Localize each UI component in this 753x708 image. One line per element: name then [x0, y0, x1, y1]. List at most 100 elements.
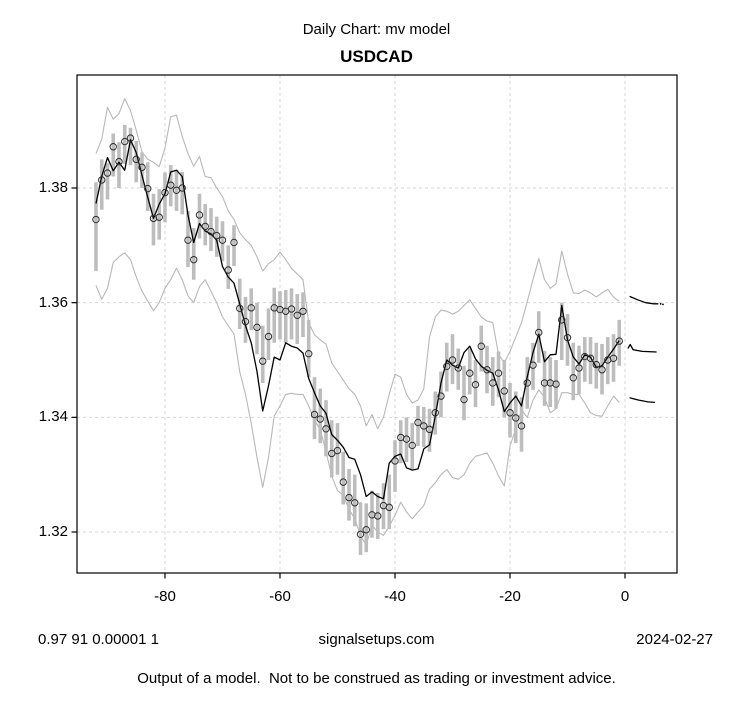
observed-point: [241, 317, 250, 326]
observed-point: [293, 311, 301, 319]
observed-point: [339, 478, 347, 486]
observed-point: [362, 526, 370, 534]
chart-title: Daily Chart: mv model: [302, 21, 451, 38]
observed-point: [253, 323, 261, 332]
observed-point: [98, 176, 106, 184]
observed-point: [103, 169, 112, 177]
y-axis-tick-label: 1.38: [38, 179, 68, 196]
forecast-mean-dash: [627, 343, 657, 353]
observed-point: [161, 188, 169, 197]
forecast-upper-dash: [629, 295, 659, 305]
observed-point: [563, 333, 572, 342]
observed-point: [121, 137, 129, 146]
observed-point: [489, 379, 497, 387]
observed-point: [316, 415, 324, 423]
observed-point: [425, 425, 434, 434]
observed-point: [333, 446, 342, 455]
observed-point: [230, 238, 238, 247]
observed-point: [477, 342, 485, 350]
observed-point: [287, 305, 296, 313]
observed-point: [535, 328, 543, 337]
observed-point: [322, 425, 330, 433]
observed-point: [259, 357, 267, 365]
x-axis-tick-label: -80: [154, 588, 176, 605]
x-axis-tick-label: -40: [384, 588, 406, 605]
observed-point: [592, 360, 600, 369]
observed-point: [609, 354, 618, 362]
observed-point: [523, 379, 531, 387]
observed-point: [483, 366, 491, 374]
observed-point: [586, 354, 595, 362]
observed-point: [190, 255, 198, 264]
y-axis-tick-label: 1.34: [38, 408, 68, 426]
observed-point: [109, 143, 117, 151]
observed-point: [374, 512, 382, 520]
observed-point: [310, 410, 319, 419]
observed-point: [443, 362, 451, 371]
observed-point: [305, 349, 313, 358]
forecast-lines: [627, 295, 664, 404]
observed-point: [414, 418, 422, 427]
observed-point: [517, 422, 526, 430]
observed-point: [138, 163, 146, 172]
observed-point: [144, 184, 152, 193]
observed-point: [236, 304, 244, 313]
observed-point: [448, 356, 457, 364]
observed-point: [132, 155, 140, 164]
observed-point: [460, 395, 468, 404]
date-text: 2024-02-27: [636, 631, 713, 648]
observed-point: [385, 503, 393, 512]
forecast-lower-dash: [629, 397, 655, 404]
observed-point: [155, 213, 163, 221]
observed-point: [500, 387, 508, 395]
upper-band-line: [95, 98, 620, 430]
observed-point: [575, 364, 583, 372]
observed-point: [529, 361, 537, 369]
observed-point: [558, 316, 566, 324]
observed-point: [201, 222, 209, 231]
observed-point: [391, 457, 399, 465]
observed-point: [247, 304, 255, 312]
lower-band-line: [95, 252, 620, 546]
observed-point: [345, 493, 353, 502]
observed-point: [506, 409, 514, 417]
observed-point: [431, 409, 439, 417]
observed-point: [552, 380, 560, 388]
observed-point: [328, 449, 336, 458]
y-axis-tick-label: 1.32: [38, 523, 68, 540]
model-parameters-text: 0.97 91 0.00001 1: [38, 631, 159, 648]
observed-point: [420, 422, 428, 430]
observed-point: [569, 374, 577, 382]
forecast-dot: [662, 303, 664, 306]
observed-point: [115, 157, 123, 166]
daily-range-bars: [94, 124, 622, 555]
symbol-title: USDCAD: [340, 47, 413, 66]
observed-point: [264, 332, 273, 341]
observed-point: [218, 236, 227, 244]
observed-point: [178, 184, 186, 192]
observed-point: [598, 366, 606, 374]
x-axis-tick-label: 0: [620, 588, 630, 605]
observed-point: [224, 266, 232, 274]
model-line: [95, 139, 620, 500]
observed-point: [167, 181, 175, 189]
confidence-bands: [95, 98, 620, 546]
observed-point: [437, 392, 445, 400]
observed-point: [356, 530, 365, 538]
disclaimer-caption: Output of a model. Not to be construed a…: [137, 670, 616, 687]
observed-point: [540, 379, 549, 387]
observed-point: [494, 369, 503, 377]
observed-point: [512, 414, 520, 422]
forecast-dot: [659, 302, 662, 305]
observed-point: [184, 236, 192, 244]
observed-point: [466, 369, 474, 377]
observed-point: [408, 441, 416, 450]
price-chart-canvas: [71, 74, 678, 579]
website-text: signalsetups.com: [318, 631, 435, 648]
observed-point: [207, 227, 215, 236]
observed-point: [471, 380, 480, 389]
y-axis-tick-label: 1.36: [38, 293, 68, 311]
plot-box-and-ticks: [71, 74, 678, 579]
observed-point: [195, 211, 204, 219]
